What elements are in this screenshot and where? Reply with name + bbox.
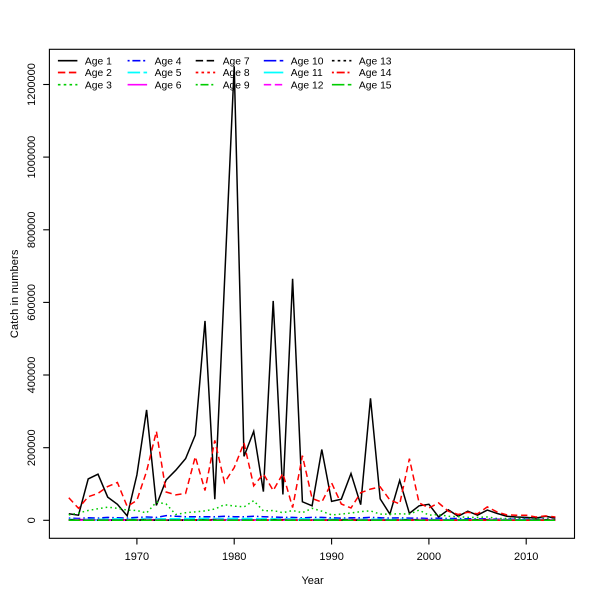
svg-text:Catch in numbers: Catch in numbers [9, 249, 21, 338]
svg-text:Age 4: Age 4 [155, 56, 182, 67]
svg-text:1990: 1990 [319, 551, 343, 563]
svg-text:1000000: 1000000 [26, 136, 38, 179]
svg-text:Age 15: Age 15 [359, 80, 392, 91]
svg-text:Age 11: Age 11 [291, 68, 323, 79]
svg-text:1980: 1980 [222, 551, 246, 563]
svg-text:Age 10: Age 10 [291, 56, 324, 67]
svg-text:200000: 200000 [26, 429, 38, 466]
svg-text:1200000: 1200000 [26, 63, 38, 106]
svg-text:600000: 600000 [26, 284, 38, 321]
svg-text:2010: 2010 [514, 551, 538, 563]
svg-text:Age 5: Age 5 [155, 68, 182, 79]
svg-text:0: 0 [26, 517, 38, 523]
svg-text:Age 7: Age 7 [223, 56, 250, 67]
svg-text:Age 8: Age 8 [223, 68, 250, 79]
svg-text:Age 3: Age 3 [85, 80, 112, 91]
svg-text:800000: 800000 [26, 211, 38, 248]
svg-text:Age 14: Age 14 [359, 68, 392, 79]
svg-text:Age 2: Age 2 [85, 68, 112, 79]
svg-text:Age 1: Age 1 [85, 56, 112, 67]
svg-text:400000: 400000 [26, 357, 38, 394]
svg-text:Age 13: Age 13 [359, 56, 392, 67]
svg-text:Age 12: Age 12 [291, 80, 324, 91]
svg-text:Age 6: Age 6 [155, 80, 182, 91]
svg-text:Year: Year [301, 575, 324, 587]
svg-text:1970: 1970 [125, 551, 149, 563]
svg-text:Age 9: Age 9 [223, 80, 250, 91]
svg-text:2000: 2000 [417, 551, 441, 563]
